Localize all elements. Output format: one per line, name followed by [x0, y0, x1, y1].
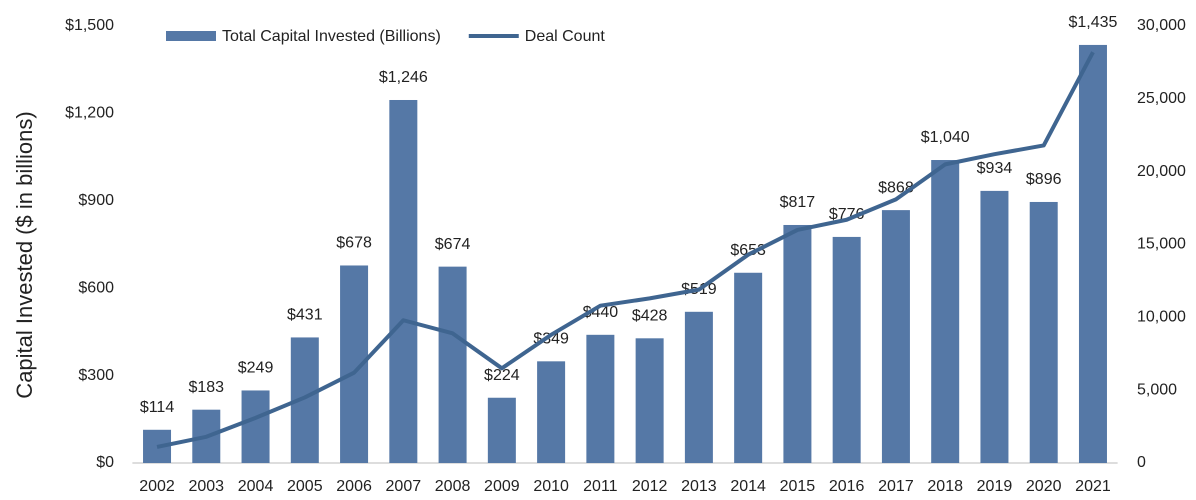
data-label: $674 — [435, 236, 471, 253]
data-label: $114 — [140, 399, 175, 416]
x-tick-label: 2017 — [878, 478, 914, 495]
x-tick-label: 2016 — [829, 478, 865, 495]
x-tick-label: 2003 — [188, 478, 224, 495]
data-label: $868 — [878, 179, 914, 196]
y2-tick-label: 10,000 — [1137, 309, 1186, 326]
bar — [438, 266, 467, 463]
x-tick-label: 2008 — [435, 478, 471, 495]
data-label: $896 — [1026, 171, 1062, 188]
data-label: $224 — [484, 367, 520, 384]
y2-tick-label: 30,000 — [1137, 17, 1186, 34]
x-tick-label: 2006 — [336, 478, 372, 495]
data-label: $428 — [632, 308, 668, 325]
y2-tick-label: 15,000 — [1137, 236, 1186, 253]
bar — [635, 338, 664, 463]
bar — [487, 397, 516, 463]
data-label: $249 — [238, 360, 274, 377]
bar — [684, 311, 713, 463]
x-tick-label: 2011 — [583, 478, 618, 495]
bar — [734, 272, 763, 463]
x-tick-label: 2014 — [730, 478, 766, 495]
data-label: $440 — [583, 304, 619, 321]
data-label: $776 — [829, 206, 865, 223]
bar — [832, 236, 861, 463]
bar — [783, 224, 812, 463]
y-tick-label: $0 — [96, 454, 114, 471]
legend-swatch — [166, 31, 216, 41]
data-label: $934 — [977, 160, 1013, 177]
y2-tick-label: 5,000 — [1137, 381, 1177, 398]
bar — [241, 390, 270, 463]
data-label: $653 — [730, 242, 766, 259]
x-tick-label: 2020 — [1026, 478, 1062, 495]
bar — [537, 361, 566, 463]
x-tick-label: 2018 — [927, 478, 963, 495]
data-label: $431 — [287, 307, 323, 324]
legend-label: Total Capital Invested (Billions) — [222, 28, 441, 45]
y-tick-label: $1,200 — [65, 105, 114, 122]
y-tick-label: $300 — [78, 367, 114, 384]
x-tick-label: 2013 — [681, 478, 717, 495]
y2-tick-label: 20,000 — [1137, 163, 1186, 180]
data-label: $678 — [336, 235, 372, 252]
bar — [1029, 201, 1058, 463]
x-tick-label: 2009 — [484, 478, 520, 495]
bar — [931, 160, 960, 463]
y-tick-label: $600 — [78, 279, 114, 296]
x-tick-label: 2012 — [632, 478, 668, 495]
bar — [881, 210, 910, 463]
x-tick-label: 2002 — [139, 478, 175, 495]
data-label: $1,040 — [921, 129, 970, 146]
y-tick-label: $1,500 — [65, 17, 114, 34]
legend-label: Deal Count — [525, 28, 606, 45]
y2-tick-label: 0 — [1137, 454, 1146, 471]
x-tick-label: 2004 — [238, 478, 274, 495]
x-tick-label: 2015 — [780, 478, 816, 495]
x-tick-label: 2007 — [386, 478, 422, 495]
data-label: $349 — [533, 331, 569, 348]
x-tick-label: 2019 — [977, 478, 1013, 495]
x-tick-label: 2021 — [1075, 478, 1111, 495]
bar — [389, 99, 418, 464]
line — [156, 51, 1095, 449]
data-label: $817 — [780, 194, 816, 211]
x-tick-label: 2005 — [287, 478, 323, 495]
y2-tick-label: 25,000 — [1137, 90, 1186, 107]
x-tick-label: 2010 — [533, 478, 569, 495]
y-axis-title: Capital Invested ($ in billions) — [12, 111, 37, 398]
data-label: $1,246 — [379, 69, 428, 86]
data-label: $1,435 — [1069, 14, 1118, 31]
bar — [586, 334, 615, 463]
bar — [1078, 44, 1107, 463]
bar — [980, 190, 1009, 464]
y-tick-label: $900 — [78, 192, 114, 209]
data-label: $183 — [188, 379, 224, 396]
